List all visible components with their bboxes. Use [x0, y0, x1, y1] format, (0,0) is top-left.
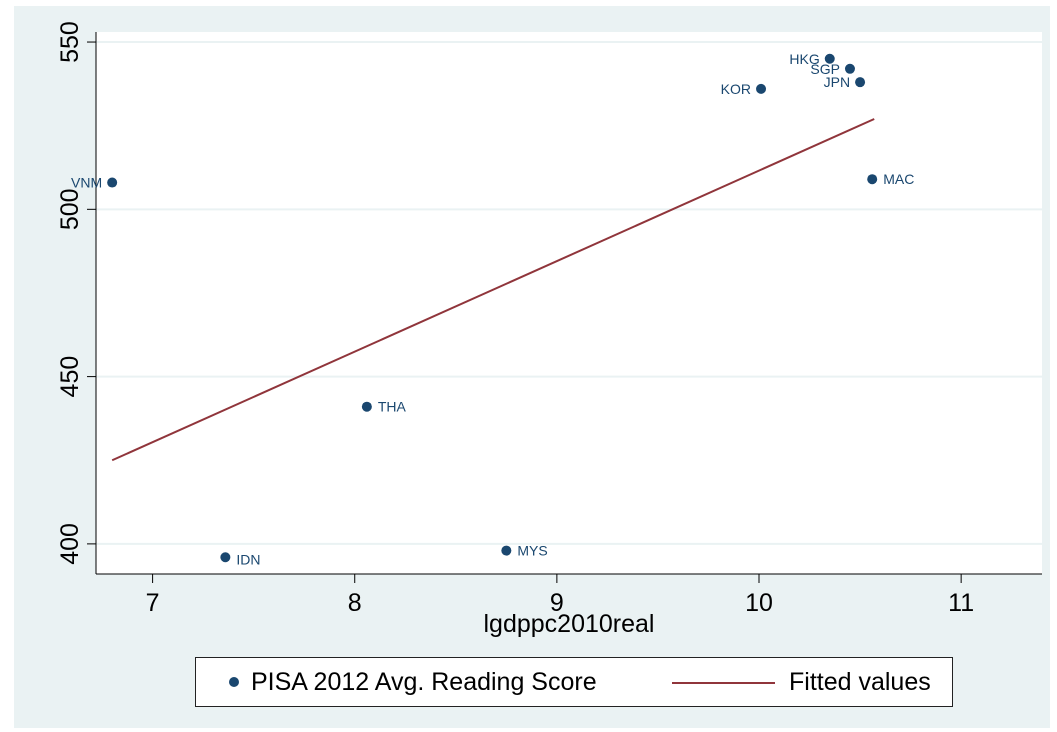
x-axis-ticks: 7 8 9 10 11 — [146, 574, 974, 617]
point-tha — [361, 401, 372, 412]
point-label-hkg: HKG — [789, 51, 819, 67]
x-tick-label-10: 10 — [745, 589, 773, 617]
point-kor — [756, 83, 767, 94]
point-label-sgp: SGP — [810, 61, 840, 77]
legend-marker-scatter — [229, 677, 239, 687]
legend-label-fitted: Fitted values — [789, 668, 931, 696]
plot-area — [96, 32, 1042, 574]
fitted-values-line — [111, 118, 875, 462]
point-mac — [867, 174, 878, 185]
gridlines — [96, 41, 1042, 545]
point-hkg — [824, 53, 835, 64]
point-label-mys: MYS — [517, 543, 547, 559]
point-label-mac: MAC — [883, 171, 914, 187]
y-tick-label-400: 400 — [56, 523, 84, 565]
point-jpn — [855, 77, 866, 88]
y-axis-ticks: 400 450 500 550 — [56, 21, 96, 565]
point-label-kor: KOR — [721, 81, 751, 97]
point-label-tha: THA — [378, 399, 407, 415]
legend-marker-line — [672, 682, 775, 684]
x-tick-label-11: 11 — [948, 589, 974, 617]
y-tick-label-550: 550 — [56, 21, 84, 63]
x-axis-title: lgdppc2010real — [484, 610, 655, 638]
legend: PISA 2012 Avg. Reading Score Fitted valu… — [195, 657, 953, 707]
x-tick-label-7: 7 — [146, 589, 160, 617]
point-label-jpn: JPN — [824, 74, 850, 90]
x-tick-label-8: 8 — [348, 589, 362, 617]
point-idn — [220, 552, 231, 563]
fitted-line-segment — [111, 118, 875, 462]
point-label-idn: IDN — [236, 551, 260, 567]
legend-label-scatter: PISA 2012 Avg. Reading Score — [251, 668, 597, 696]
point-vnm — [107, 177, 118, 188]
point-label-vnm: VNM — [71, 175, 102, 191]
y-tick-label-450: 450 — [56, 356, 84, 398]
point-sgp — [844, 63, 855, 74]
x-tick-label-9: 9 — [550, 589, 564, 617]
y-tick-label-500: 500 — [56, 188, 84, 230]
scatter-plot: 400 450 500 550 7 8 9 10 11 VNM IDN THA MYS KOR HKGS… — [56, 21, 1042, 638]
chart-frame: 400 450 500 550 7 8 9 10 11 VNM IDN THA MYS KOR HKG S… — [14, 6, 1050, 728]
point-mys — [501, 545, 512, 556]
